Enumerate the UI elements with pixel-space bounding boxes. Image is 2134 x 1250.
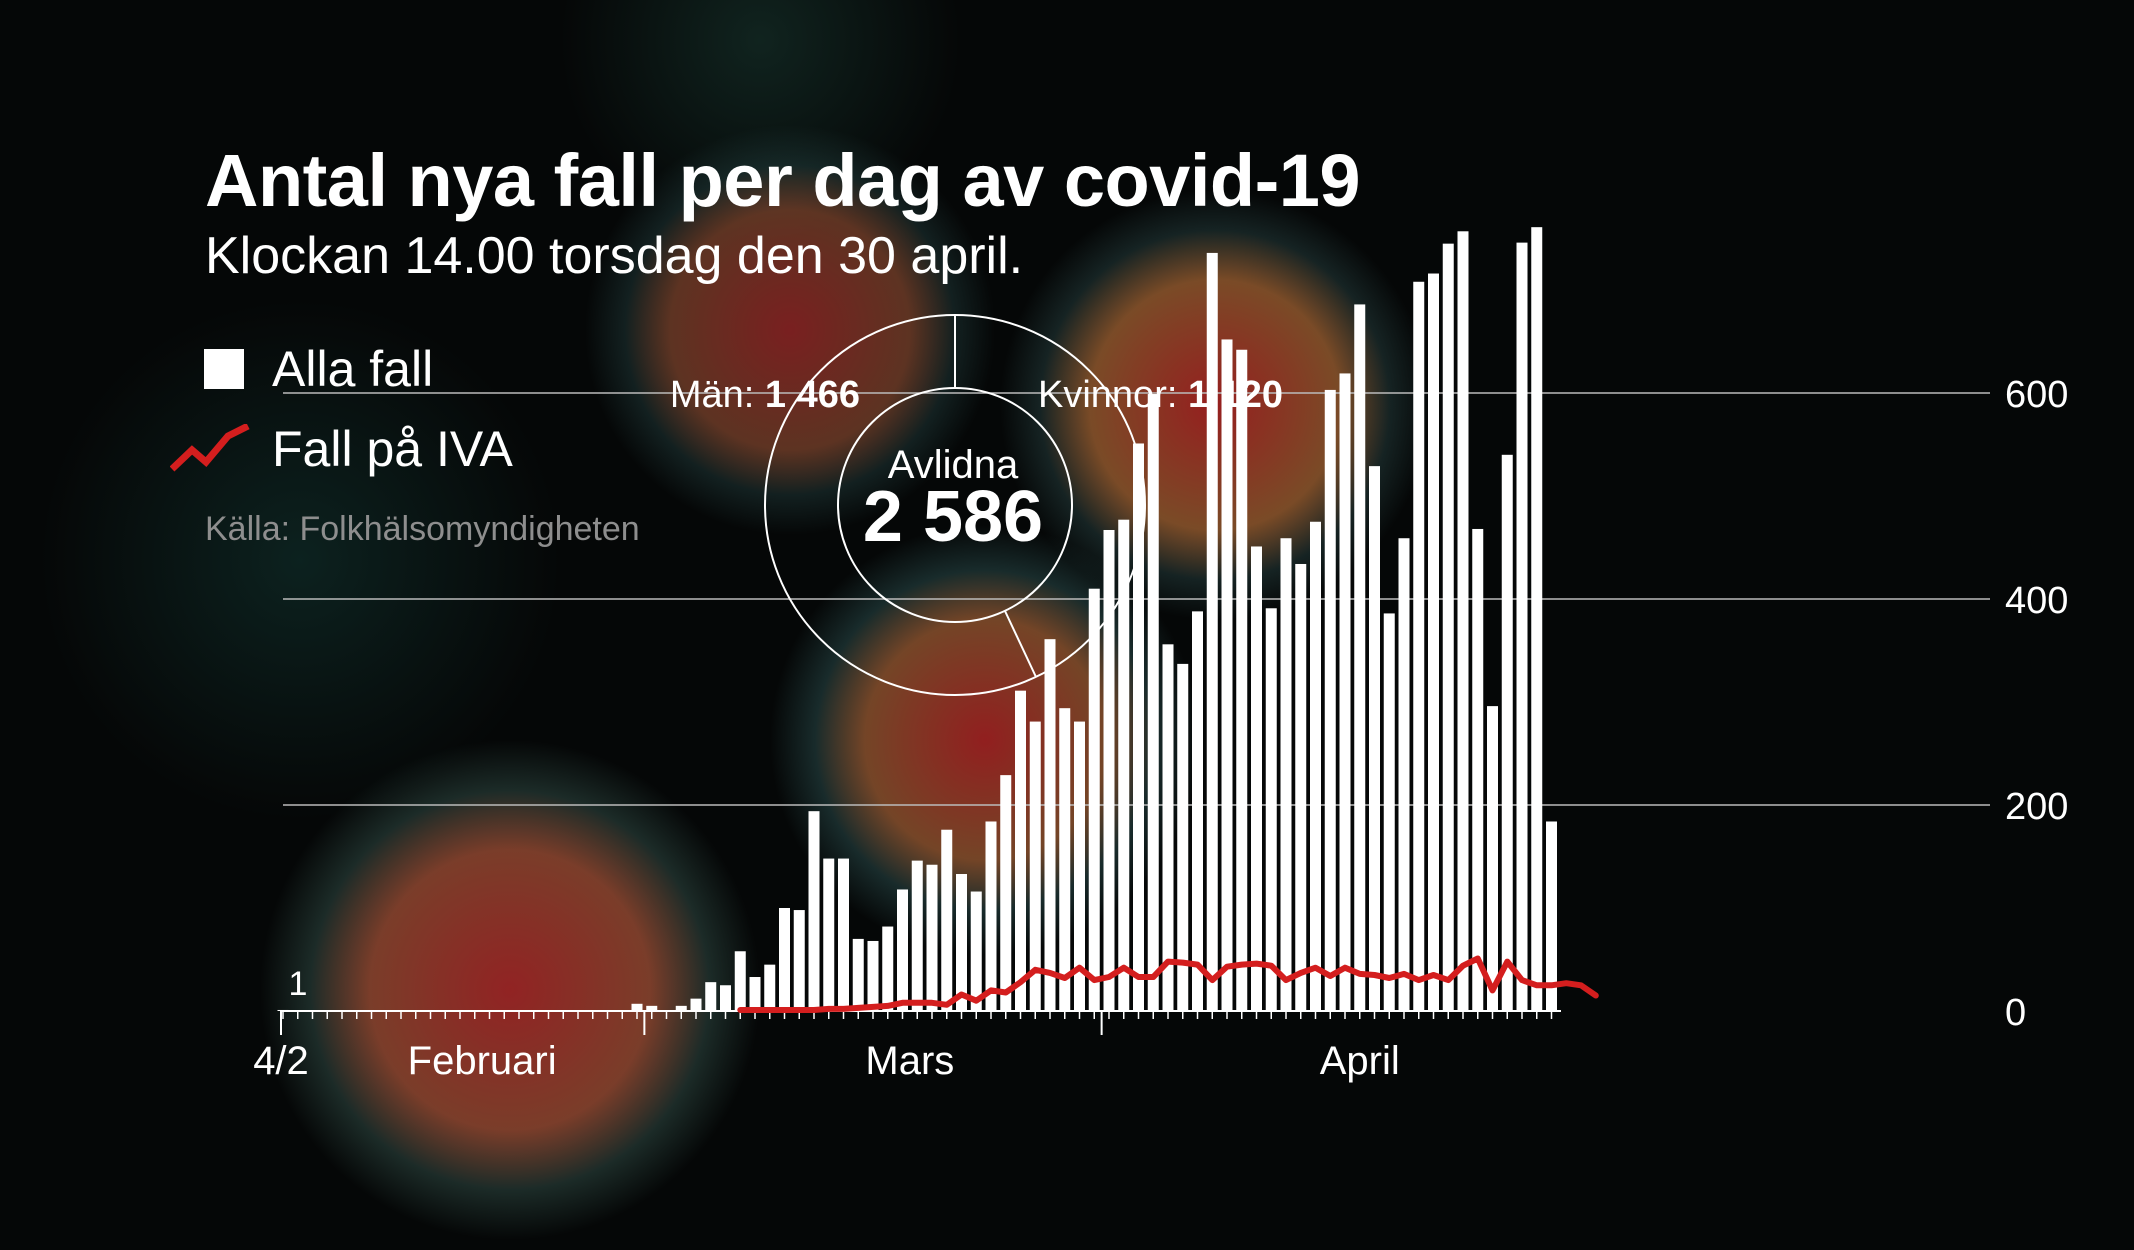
legend-label-all-cases: Alla fall bbox=[272, 341, 434, 397]
bar bbox=[1442, 243, 1454, 1011]
bar bbox=[646, 1005, 658, 1011]
bar bbox=[897, 889, 908, 1011]
bar bbox=[1133, 443, 1144, 1012]
bar bbox=[1192, 611, 1203, 1011]
bar bbox=[1029, 721, 1041, 1011]
bar bbox=[1398, 538, 1410, 1011]
month-label: Februari bbox=[408, 1039, 557, 1083]
bar bbox=[1472, 528, 1484, 1011]
bar bbox=[734, 951, 746, 1011]
bar bbox=[1221, 339, 1233, 1011]
men-value: 1 466 bbox=[765, 374, 860, 416]
bar bbox=[1295, 563, 1307, 1011]
bar bbox=[1546, 821, 1557, 1011]
bar bbox=[823, 858, 835, 1011]
bar bbox=[1531, 227, 1543, 1012]
bar-series-all-cases bbox=[277, 227, 1557, 1012]
bar bbox=[882, 926, 894, 1011]
bar bbox=[1354, 304, 1366, 1011]
white-square-icon bbox=[204, 349, 244, 389]
y-tick-label: 200 bbox=[2005, 786, 2068, 828]
bar bbox=[720, 985, 731, 1011]
bar bbox=[1103, 529, 1115, 1011]
bar bbox=[1015, 690, 1026, 1011]
bar bbox=[1074, 721, 1085, 1011]
x-axis-labels: 4/2 Februari Mars April 1 bbox=[253, 965, 1400, 1083]
deaths-donut: Avlidna 2 586 Män: 1 466 Kvinnor: 1 120 bbox=[670, 314, 1283, 696]
bar bbox=[1000, 775, 1012, 1011]
bar bbox=[1147, 394, 1159, 1011]
first-value-label: 1 bbox=[289, 965, 308, 1003]
bar bbox=[1206, 252, 1218, 1012]
red-zigzag-line-icon bbox=[170, 424, 250, 472]
bar bbox=[690, 998, 702, 1011]
bar bbox=[926, 864, 938, 1011]
legend-item-all-cases: Alla fall bbox=[170, 340, 433, 398]
bar bbox=[1457, 231, 1469, 1012]
y-tick-label: 0 bbox=[2005, 992, 2026, 1034]
bar bbox=[1251, 546, 1262, 1011]
bar bbox=[1516, 242, 1528, 1011]
bar bbox=[764, 964, 776, 1011]
bar bbox=[1044, 639, 1056, 1011]
men-deaths: Män: 1 466 bbox=[670, 374, 860, 416]
women-deaths: Kvinnor: 1 120 bbox=[1038, 374, 1283, 416]
x-axis bbox=[280, 1010, 1561, 1035]
bar bbox=[911, 860, 923, 1011]
bar bbox=[1501, 454, 1513, 1011]
bar bbox=[1088, 588, 1100, 1011]
women-label: Kvinnor: bbox=[1038, 374, 1177, 416]
bar bbox=[1413, 281, 1425, 1011]
chart-subtitle: Klockan 14.00 torsdag den 30 april. bbox=[205, 227, 1024, 285]
y-tick-label: 400 bbox=[2005, 580, 2068, 622]
bar bbox=[1339, 373, 1351, 1011]
bar bbox=[1162, 644, 1174, 1011]
y-tick-label: 600 bbox=[2005, 374, 2068, 416]
icu-line bbox=[737, 955, 1599, 1013]
month-label: April bbox=[1320, 1039, 1400, 1083]
bar bbox=[985, 821, 997, 1011]
bar bbox=[705, 982, 717, 1011]
bar bbox=[749, 977, 761, 1011]
bar bbox=[675, 1005, 687, 1011]
bar bbox=[1236, 349, 1248, 1011]
deaths-total: 2 586 bbox=[863, 477, 1043, 557]
women-value: 1 120 bbox=[1188, 374, 1283, 416]
deaths-label: Avlidna bbox=[888, 443, 1019, 487]
legend-label-icu: Fall på IVA bbox=[272, 421, 513, 477]
bar bbox=[1310, 521, 1321, 1011]
x-start-label: 4/2 bbox=[253, 1039, 309, 1083]
bar bbox=[867, 940, 879, 1011]
bar bbox=[1265, 608, 1277, 1011]
line-series-icu bbox=[737, 955, 1599, 1013]
bar bbox=[1280, 538, 1292, 1011]
bar bbox=[779, 908, 790, 1011]
men-label: Män: bbox=[670, 374, 754, 416]
y-axis-labels: 0 200 400 600 bbox=[2005, 374, 2068, 1034]
bar bbox=[956, 874, 967, 1011]
bar bbox=[1118, 519, 1130, 1011]
bar bbox=[1487, 706, 1498, 1011]
bar bbox=[838, 858, 849, 1011]
bar bbox=[1383, 613, 1395, 1011]
chart-title: Antal nya fall per dag av covid-19 bbox=[205, 139, 1361, 222]
bar bbox=[1059, 708, 1071, 1011]
legend-item-icu: Fall på IVA bbox=[170, 420, 513, 478]
bar bbox=[1324, 389, 1336, 1011]
source-note: Källa: Folkhälsomyndigheten bbox=[205, 510, 640, 548]
bar bbox=[1177, 663, 1189, 1011]
donut-divider-bottom bbox=[1004, 610, 1037, 678]
bar bbox=[793, 910, 805, 1011]
bar bbox=[970, 891, 982, 1011]
bar bbox=[631, 1003, 643, 1011]
bar bbox=[1369, 466, 1380, 1011]
bar bbox=[852, 938, 864, 1011]
bar bbox=[941, 829, 953, 1011]
bar bbox=[808, 811, 820, 1011]
month-label: Mars bbox=[865, 1039, 954, 1083]
bar bbox=[1428, 273, 1439, 1011]
